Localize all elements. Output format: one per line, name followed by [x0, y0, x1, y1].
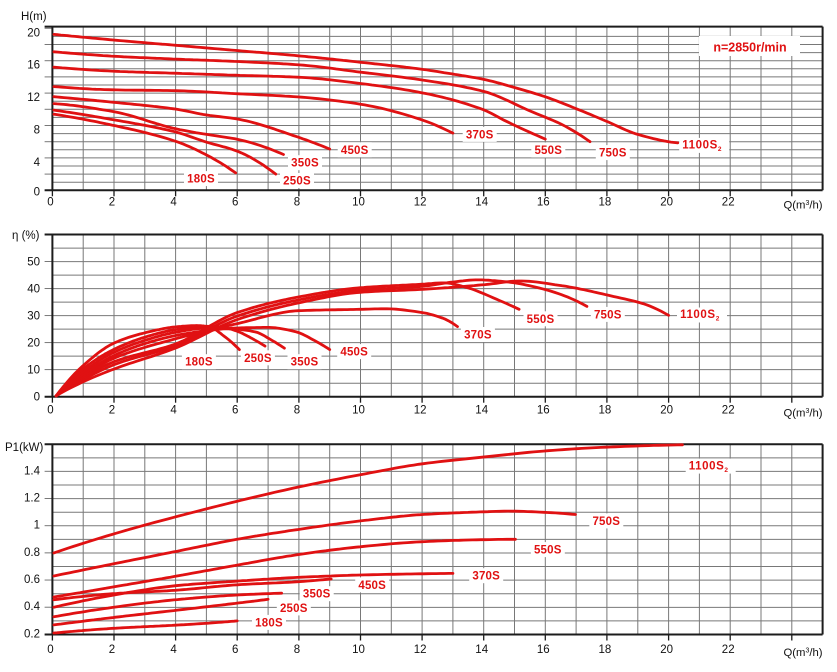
- svg-text:550S: 550S: [534, 145, 562, 157]
- svg-text:10: 10: [352, 196, 365, 208]
- svg-text:20: 20: [27, 338, 40, 350]
- svg-text:350S: 350S: [291, 357, 319, 369]
- svg-text:22: 22: [722, 196, 735, 208]
- svg-text:14: 14: [475, 405, 488, 417]
- svg-text:4: 4: [170, 405, 177, 417]
- svg-text:250S: 250S: [280, 603, 308, 615]
- svg-text:370S: 370S: [466, 129, 494, 141]
- svg-text:20: 20: [660, 196, 673, 208]
- svg-text:0.2: 0.2: [24, 628, 40, 640]
- svg-text:Q(m3/h): Q(m3/h): [784, 408, 823, 420]
- svg-text:4: 4: [170, 644, 177, 656]
- svg-text:0: 0: [47, 405, 53, 417]
- svg-text:180S: 180S: [255, 617, 283, 629]
- svg-text:16: 16: [537, 644, 550, 656]
- svg-text:550S: 550S: [534, 545, 562, 557]
- svg-text:14: 14: [475, 644, 488, 656]
- svg-text:20: 20: [660, 644, 673, 656]
- svg-text:40: 40: [27, 284, 40, 296]
- svg-text:0: 0: [34, 186, 40, 198]
- svg-text:2: 2: [109, 405, 115, 417]
- svg-text:250S: 250S: [283, 176, 311, 188]
- svg-text:12: 12: [414, 644, 427, 656]
- svg-text:16: 16: [27, 60, 40, 72]
- svg-text:Q(m3/h): Q(m3/h): [784, 199, 823, 211]
- svg-text:18: 18: [599, 405, 612, 417]
- svg-text:1: 1: [34, 520, 40, 532]
- svg-text:250S: 250S: [244, 353, 272, 365]
- svg-text:450S: 450S: [340, 347, 368, 359]
- svg-text:12: 12: [414, 196, 427, 208]
- svg-text:0: 0: [47, 196, 53, 208]
- svg-text:750S: 750S: [599, 148, 627, 160]
- svg-text:H(m): H(m): [21, 11, 47, 23]
- svg-text:10: 10: [352, 644, 365, 656]
- svg-text:14: 14: [475, 196, 488, 208]
- svg-text:η (%): η (%): [12, 230, 40, 242]
- svg-text:8: 8: [294, 405, 300, 417]
- svg-text:450S: 450S: [358, 580, 386, 592]
- svg-text:0.8: 0.8: [24, 547, 40, 559]
- svg-text:10: 10: [352, 405, 365, 417]
- svg-text:1100S2: 1100S2: [682, 140, 722, 154]
- svg-text:22: 22: [722, 405, 735, 417]
- svg-text:18: 18: [599, 644, 612, 656]
- svg-text:20: 20: [660, 405, 673, 417]
- svg-text:6: 6: [232, 405, 238, 417]
- svg-text:12: 12: [414, 405, 427, 417]
- svg-text:Q(m3/h): Q(m3/h): [784, 647, 823, 659]
- svg-text:180S: 180S: [185, 357, 213, 369]
- svg-text:1.2: 1.2: [24, 493, 40, 505]
- svg-text:350S: 350S: [303, 589, 331, 601]
- svg-text:16: 16: [537, 196, 550, 208]
- svg-text:0: 0: [34, 392, 40, 404]
- svg-text:50: 50: [27, 257, 40, 269]
- svg-text:18: 18: [599, 196, 612, 208]
- svg-text:550S: 550S: [527, 314, 555, 326]
- svg-text:30: 30: [27, 311, 40, 323]
- svg-text:750S: 750S: [594, 309, 622, 321]
- svg-text:370S: 370S: [464, 330, 492, 342]
- svg-text:12: 12: [27, 92, 40, 104]
- svg-text:20: 20: [27, 27, 40, 39]
- svg-text:16: 16: [537, 405, 550, 417]
- svg-text:6: 6: [232, 196, 238, 208]
- svg-text:1100S2: 1100S2: [680, 309, 720, 323]
- svg-text:0.6: 0.6: [24, 574, 40, 586]
- svg-text:0.4: 0.4: [24, 601, 41, 613]
- svg-text:750S: 750S: [592, 516, 620, 528]
- svg-text:2: 2: [109, 196, 115, 208]
- svg-text:22: 22: [722, 644, 735, 656]
- svg-text:370S: 370S: [472, 571, 500, 583]
- svg-text:2: 2: [109, 644, 115, 656]
- svg-text:0: 0: [47, 644, 53, 656]
- svg-text:450S: 450S: [341, 145, 369, 157]
- svg-text:4: 4: [170, 196, 177, 208]
- svg-text:1100S2: 1100S2: [689, 460, 729, 474]
- svg-text:8: 8: [294, 196, 300, 208]
- svg-text:4: 4: [34, 157, 41, 169]
- svg-text:350S: 350S: [291, 158, 319, 170]
- svg-text:n=2850r/min: n=2850r/min: [713, 41, 786, 55]
- svg-text:1.4: 1.4: [24, 465, 41, 477]
- svg-text:8: 8: [34, 125, 40, 137]
- svg-text:10: 10: [27, 365, 40, 377]
- svg-text:8: 8: [294, 644, 300, 656]
- svg-text:P1(kW): P1(kW): [5, 442, 44, 454]
- svg-text:180S: 180S: [187, 174, 215, 186]
- svg-text:6: 6: [232, 644, 238, 656]
